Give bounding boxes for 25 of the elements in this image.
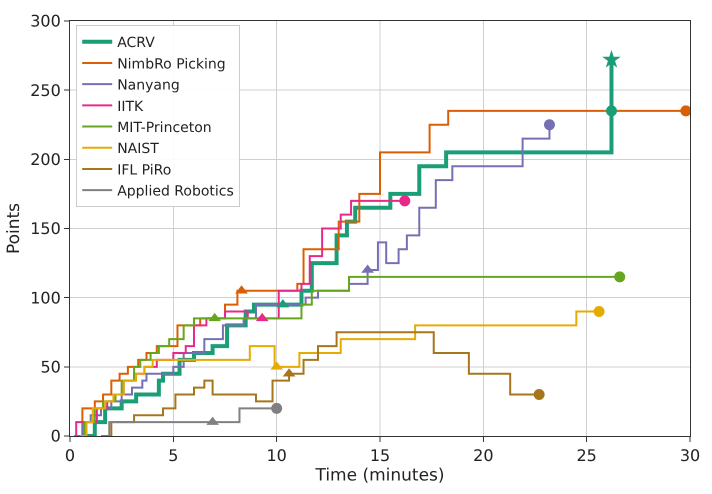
x-axis-title: Time (minutes) xyxy=(314,466,445,486)
y-tick-label: 100 xyxy=(30,288,61,308)
y-axis-title: Points xyxy=(4,202,24,254)
point xyxy=(602,50,621,68)
y-tick-label: 50 xyxy=(40,357,61,376)
x-tick-label: 5 xyxy=(168,446,178,466)
y-tick-label: 200 xyxy=(30,150,61,169)
y-tick-label: 250 xyxy=(30,80,61,100)
x-tick-label: 10 xyxy=(266,446,287,466)
x-tick-label: 25 xyxy=(576,446,597,466)
legend-label: Nanyang xyxy=(117,78,180,94)
legend-label: ACRV xyxy=(117,35,156,52)
y-tick-label: 300 xyxy=(30,12,61,31)
y-tick-label: 150 xyxy=(30,219,61,238)
legend-label: MIT-Princeton xyxy=(117,120,212,136)
x-tick-label: 30 xyxy=(680,446,700,466)
legend-label: NAIST xyxy=(117,141,160,158)
x-tick-label: 20 xyxy=(473,446,494,466)
legend-label: NimbRo Picking xyxy=(117,56,226,72)
x-tick-label: 0 xyxy=(64,446,76,466)
legend-label: IFL PiRo xyxy=(117,162,172,178)
legend-label: IITK xyxy=(117,98,144,115)
y-tick-label: 0 xyxy=(50,426,61,446)
x-tick-label: 15 xyxy=(370,446,390,466)
legend-label: Applied Robotics xyxy=(117,184,234,200)
